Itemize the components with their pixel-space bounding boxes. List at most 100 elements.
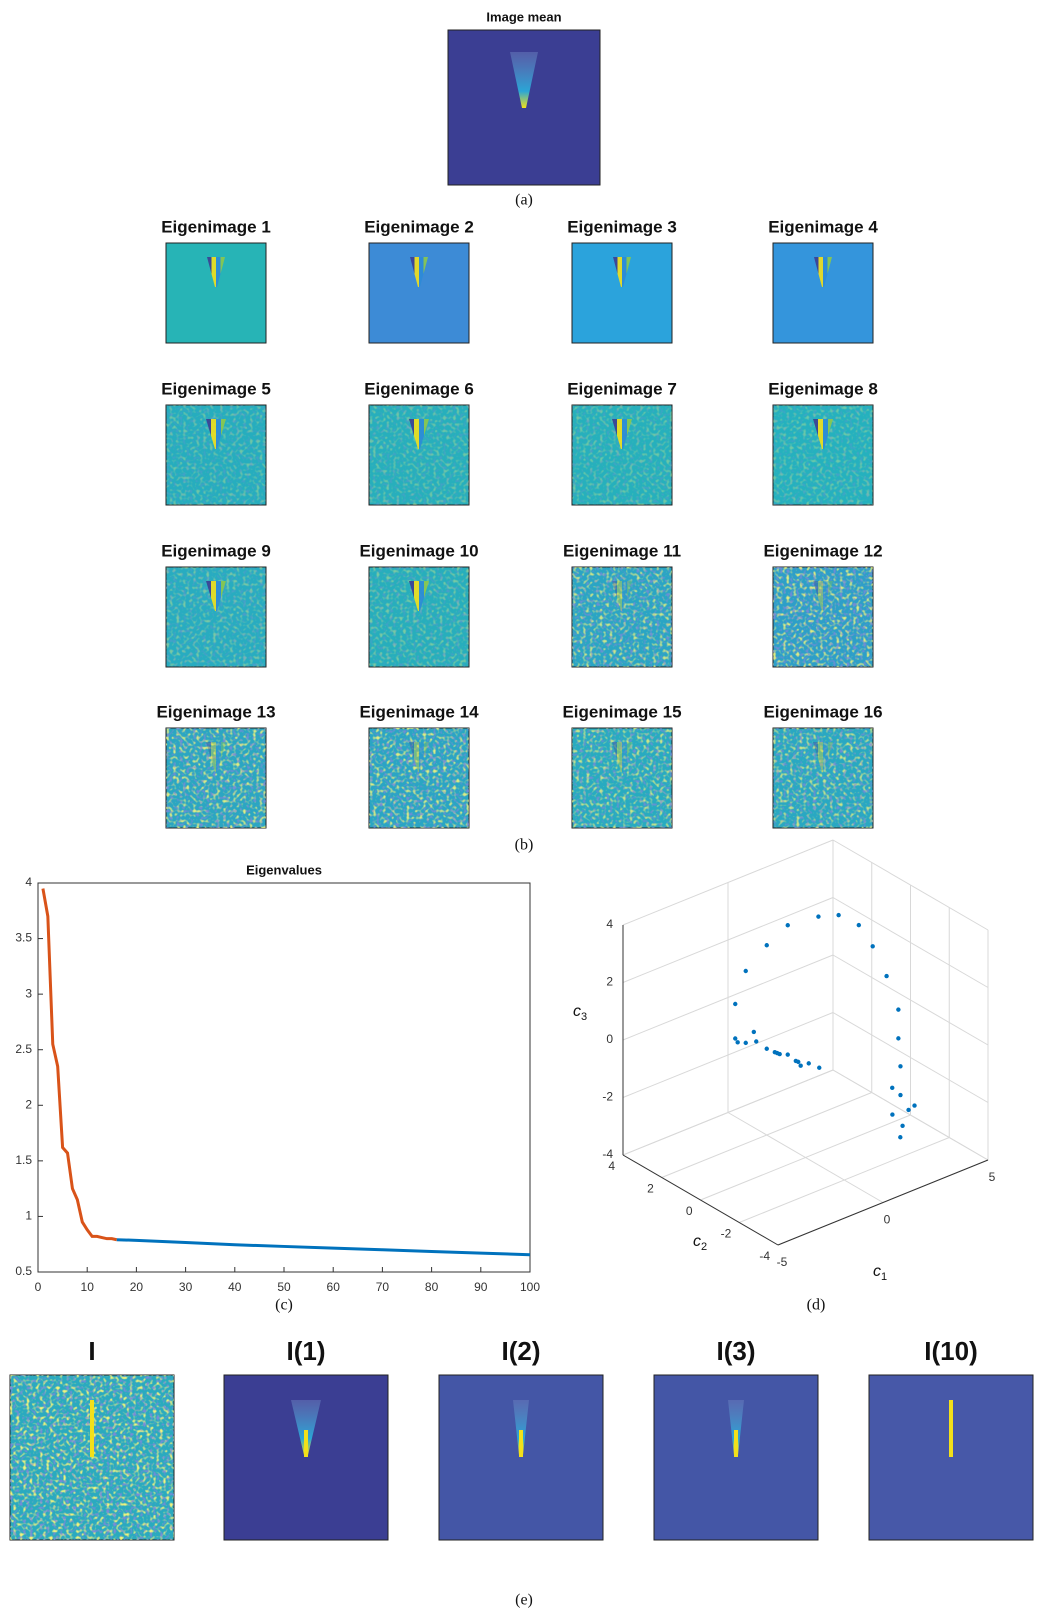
- x-tick-label: 20: [130, 1280, 144, 1294]
- x-tick-label: 60: [327, 1280, 341, 1294]
- point: [836, 913, 840, 917]
- point: [807, 1061, 811, 1065]
- point: [898, 1093, 902, 1097]
- image-title: Eigenimage 14: [359, 702, 479, 721]
- point: [733, 1002, 737, 1006]
- image: [869, 1375, 1033, 1540]
- x-tick-label: 40: [228, 1280, 242, 1294]
- axis-label-sub: 3: [581, 1011, 587, 1023]
- line: [117, 1240, 530, 1255]
- x-tick-label: 70: [376, 1280, 390, 1294]
- x-tick-label: 5: [989, 1170, 996, 1184]
- point: [871, 944, 875, 948]
- point: [773, 1050, 777, 1054]
- image-title: Eigenimage 2: [364, 217, 474, 236]
- x-tick-label: 50: [277, 1280, 291, 1294]
- point: [786, 923, 790, 927]
- figure: Image mean (a) (b) (c) (d) (e) Eigenimag…: [0, 0, 1054, 1618]
- axis-line: [623, 1155, 778, 1245]
- image-title: Eigenimage 7: [567, 379, 677, 398]
- panel-label: (b): [515, 837, 534, 854]
- grid-line: [701, 1115, 911, 1200]
- point: [733, 1036, 737, 1040]
- line: [43, 889, 117, 1240]
- image-title: I(2): [502, 1336, 541, 1366]
- y-tick-label: 4: [25, 875, 32, 889]
- image-detail: [304, 1430, 308, 1457]
- image-title: Eigenimage 12: [763, 541, 882, 560]
- point: [896, 1007, 900, 1011]
- axis-label-text: c: [873, 1263, 881, 1280]
- panel-title: Image mean: [486, 9, 561, 24]
- axis-label: c3: [573, 1003, 587, 1023]
- x-tick-label: 0: [35, 1280, 42, 1294]
- point: [765, 943, 769, 947]
- point: [735, 1040, 739, 1044]
- point: [898, 1135, 902, 1139]
- image: [224, 1375, 388, 1540]
- image-title: Eigenimage 1: [161, 217, 271, 236]
- y-tick-label: 1: [25, 1209, 32, 1223]
- point: [890, 1086, 894, 1090]
- image-title: Eigenimage 4: [768, 217, 878, 236]
- point: [912, 1103, 916, 1107]
- x-tick-label: -5: [777, 1255, 788, 1269]
- point: [765, 1047, 769, 1051]
- point: [816, 914, 820, 918]
- y-tick-label: 0.5: [15, 1264, 32, 1278]
- point: [890, 1112, 894, 1116]
- image-detail: [734, 1430, 738, 1457]
- x-tick-label: 0: [884, 1213, 891, 1227]
- axis-label-sub: 2: [701, 1241, 707, 1253]
- panel-label: (a): [515, 192, 533, 209]
- image-detail: [519, 1430, 523, 1457]
- image-detail: [949, 1400, 953, 1457]
- page: Image mean (a) (b) (c) (d) (e) Eigenimag…: [0, 0, 1054, 1623]
- point: [884, 974, 888, 978]
- image-title: Eigenimage 16: [763, 702, 882, 721]
- image-title: I(3): [717, 1336, 756, 1366]
- x-tick-label: 10: [81, 1280, 95, 1294]
- image-title: Eigenimage 5: [161, 379, 271, 398]
- axis-label-text: c: [693, 1233, 701, 1250]
- image-title: Eigenimage 11: [563, 541, 681, 560]
- point: [798, 1064, 802, 1068]
- panel-label: (d): [807, 1297, 826, 1314]
- y-tick-label: 2: [647, 1182, 654, 1196]
- image-noise: [10, 1375, 174, 1540]
- x-tick-label: 30: [179, 1280, 193, 1294]
- y-tick-label: 4: [608, 1159, 615, 1173]
- y-tick-label: 2.5: [15, 1042, 32, 1056]
- z-tick-label: 0: [606, 1032, 613, 1046]
- plot-frame: [38, 883, 530, 1272]
- image-title: Eigenimage 8: [768, 379, 878, 398]
- image-detail: [90, 1400, 94, 1457]
- point: [754, 1039, 758, 1043]
- y-tick-label: -2: [721, 1227, 732, 1241]
- image-title: I: [88, 1336, 95, 1366]
- grid-line: [739, 1138, 949, 1223]
- image-title: I(10): [924, 1336, 977, 1366]
- point: [786, 1052, 790, 1056]
- image-title: Eigenimage 3: [567, 217, 677, 236]
- axis-label: c1: [873, 1263, 887, 1283]
- point: [906, 1108, 910, 1112]
- point: [777, 1052, 781, 1056]
- point: [900, 1124, 904, 1128]
- point: [744, 969, 748, 973]
- y-tick-label: 0: [686, 1204, 693, 1218]
- image-title: I(1): [287, 1336, 326, 1366]
- image: [654, 1375, 818, 1540]
- point: [817, 1066, 821, 1070]
- image-title: Eigenimage 13: [156, 702, 275, 721]
- x-tick-label: 80: [425, 1280, 439, 1294]
- x-tick-label: 90: [474, 1280, 488, 1294]
- z-tick-label: 2: [606, 975, 613, 989]
- panel-label: (e): [515, 1592, 533, 1609]
- y-tick-label: 2: [25, 1097, 32, 1111]
- point: [898, 1064, 902, 1068]
- z-tick-label: 4: [606, 917, 613, 931]
- image-title: Eigenimage 15: [562, 702, 681, 721]
- axis-line: [778, 1160, 988, 1245]
- point: [794, 1059, 798, 1063]
